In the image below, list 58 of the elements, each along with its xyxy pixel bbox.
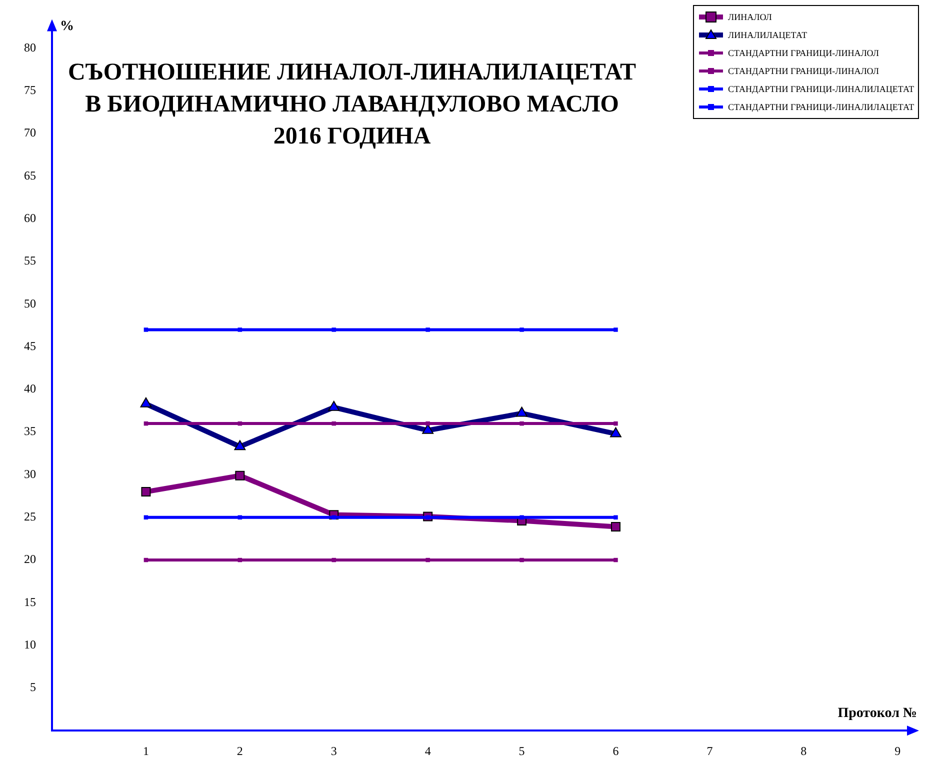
point (426, 558, 430, 562)
y-tick-label: 70 (24, 126, 36, 140)
point (426, 328, 430, 332)
point (614, 328, 618, 332)
y-tick-label: 35 (24, 424, 36, 438)
y-tick-label: 40 (24, 382, 36, 396)
point (144, 515, 148, 520)
text: СЪОТНОШЕНИЕ ЛИНАЛОЛ-ЛИНАЛИЛАЦЕТАТ (68, 59, 636, 86)
point (614, 421, 618, 426)
legend-label: СТАНДАРТНИ ГРАНИЦИ-ЛИНАЛОЛ (728, 48, 879, 58)
text: В БИОДИНАМИЧНО ЛАВАНДУЛОВО МАСЛО (85, 91, 619, 118)
x-tick-label: 5 (518, 744, 525, 758)
y-tick-label: 45 (24, 338, 36, 353)
point (520, 328, 524, 332)
y-tick-label: 55 (24, 254, 36, 268)
point (332, 515, 336, 520)
point (141, 487, 151, 497)
point (238, 515, 242, 520)
point (610, 522, 620, 532)
legend-label: ЛИНАЛОЛ (728, 12, 772, 22)
x-tick-label: 3 (330, 744, 337, 758)
y-tick-label: 15 (24, 594, 36, 609)
point (235, 470, 245, 480)
legend-label: СТАНДАРТНИ ГРАНИЦИ-ЛИНАЛИЛАЦЕТАТ (728, 102, 914, 112)
point (426, 421, 430, 426)
text: 2016 ГОДИНА (273, 123, 431, 150)
point (520, 421, 524, 426)
point (520, 515, 524, 520)
x-tick-label: 7 (706, 744, 713, 758)
point (332, 558, 336, 562)
y-tick-label: 5 (30, 680, 36, 694)
legend-label: СТАНДАРТНИ ГРАНИЦИ-ЛИНАЛИЛАЦЕТАТ (728, 84, 914, 94)
y-tick-label: 75 (24, 83, 36, 98)
point (520, 558, 524, 562)
y-tick-label: 20 (24, 552, 36, 566)
point (238, 328, 242, 332)
point (332, 421, 336, 426)
legend-label: ЛИНАЛИЛАЦЕТАТ (728, 30, 808, 40)
x-axis-title: Протокол № (838, 706, 917, 722)
point (614, 515, 618, 520)
x-tick-label: 2 (236, 744, 243, 758)
y-tick-label: 65 (24, 168, 36, 182)
x-tick-label: 4 (424, 744, 431, 758)
x-tick-label: 6 (612, 744, 619, 758)
y-axis-title: % (60, 18, 74, 34)
y-tick-label: 30 (24, 466, 36, 481)
y-tick-label: 60 (24, 211, 36, 225)
point (332, 328, 336, 332)
point (144, 328, 148, 332)
x-tick-label: 8 (800, 744, 807, 758)
y-tick-label: 10 (24, 637, 36, 652)
x-tick-label: 1 (142, 744, 149, 758)
point (614, 558, 618, 562)
y-tick-label: 80 (24, 40, 36, 54)
x-tick-label: 9 (894, 744, 901, 758)
y-tick-label: 50 (24, 296, 36, 310)
y-tick-label: 25 (24, 510, 36, 524)
legend-label: СТАНДАРТНИ ГРАНИЦИ-ЛИНАЛОЛ (728, 66, 879, 76)
